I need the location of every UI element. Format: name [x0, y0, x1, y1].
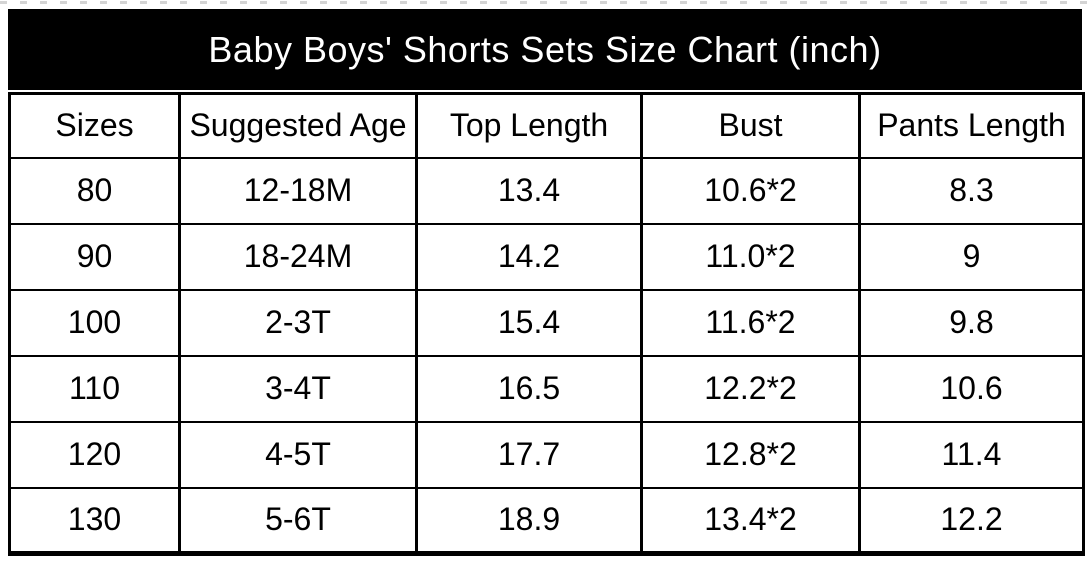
cell-size: 90	[8, 222, 181, 291]
cell-bust: 11.0*2	[640, 222, 861, 291]
table-row-size-80: 80 12-18M 13.4 10.6*2 8.3	[8, 156, 1085, 225]
cell-bust: 12.2*2	[640, 354, 861, 423]
chart-title-bar: Baby Boys' Shorts Sets Size Chart (inch)	[8, 9, 1082, 90]
cell-pants-length: 11.4	[858, 420, 1085, 489]
cell-top-length: 17.7	[415, 420, 643, 489]
cell-pants-length: 9.8	[858, 288, 1085, 357]
table-row-size-90: 90 18-24M 14.2 11.0*2 9	[8, 222, 1085, 291]
cell-bust: 10.6*2	[640, 156, 861, 225]
column-header-top-length: Top Length	[415, 92, 643, 159]
column-header-pants-length: Pants Length	[858, 92, 1085, 159]
cell-pants-length: 8.3	[858, 156, 1085, 225]
cell-top-length: 15.4	[415, 288, 643, 357]
cell-bust: 13.4*2	[640, 486, 861, 555]
column-header-suggested-age: Suggested Age	[178, 92, 418, 159]
cell-bust: 11.6*2	[640, 288, 861, 357]
cell-top-length: 18.9	[415, 486, 643, 555]
cell-size: 120	[8, 420, 181, 489]
cell-size: 80	[8, 156, 181, 225]
cell-suggested-age: 18-24M	[178, 222, 418, 291]
cell-suggested-age: 5-6T	[178, 486, 418, 555]
table-row-size-120: 120 4-5T 17.7 12.8*2 11.4	[8, 420, 1085, 489]
column-header-sizes: Sizes	[8, 92, 181, 159]
column-header-bust: Bust	[640, 92, 861, 159]
cell-pants-length: 10.6	[858, 354, 1085, 423]
cell-top-length: 14.2	[415, 222, 643, 291]
chart-title: Baby Boys' Shorts Sets Size Chart (inch)	[208, 28, 882, 70]
cell-suggested-age: 12-18M	[178, 156, 418, 225]
cell-size: 100	[8, 288, 181, 357]
cell-top-length: 13.4	[415, 156, 643, 225]
table-row-size-100: 100 2-3T 15.4 11.6*2 9.8	[8, 288, 1085, 357]
size-chart-table: Sizes Suggested Age Top Length Bust Pant…	[8, 92, 1085, 556]
cell-top-length: 16.5	[415, 354, 643, 423]
cell-pants-length: 12.2	[858, 486, 1085, 555]
table-row-size-130: 130 5-6T 18.9 13.4*2 12.2	[8, 486, 1085, 555]
cell-suggested-age: 2-3T	[178, 288, 418, 357]
table-row-size-110: 110 3-4T 16.5 12.2*2 10.6	[8, 354, 1085, 423]
cell-size: 110	[8, 354, 181, 423]
perforation-edge	[0, 1, 1090, 4]
table-header-row: Sizes Suggested Age Top Length Bust Pant…	[8, 92, 1085, 159]
cell-suggested-age: 4-5T	[178, 420, 418, 489]
cell-pants-length: 9	[858, 222, 1085, 291]
cell-suggested-age: 3-4T	[178, 354, 418, 423]
cell-size: 130	[8, 486, 181, 555]
cell-bust: 12.8*2	[640, 420, 861, 489]
